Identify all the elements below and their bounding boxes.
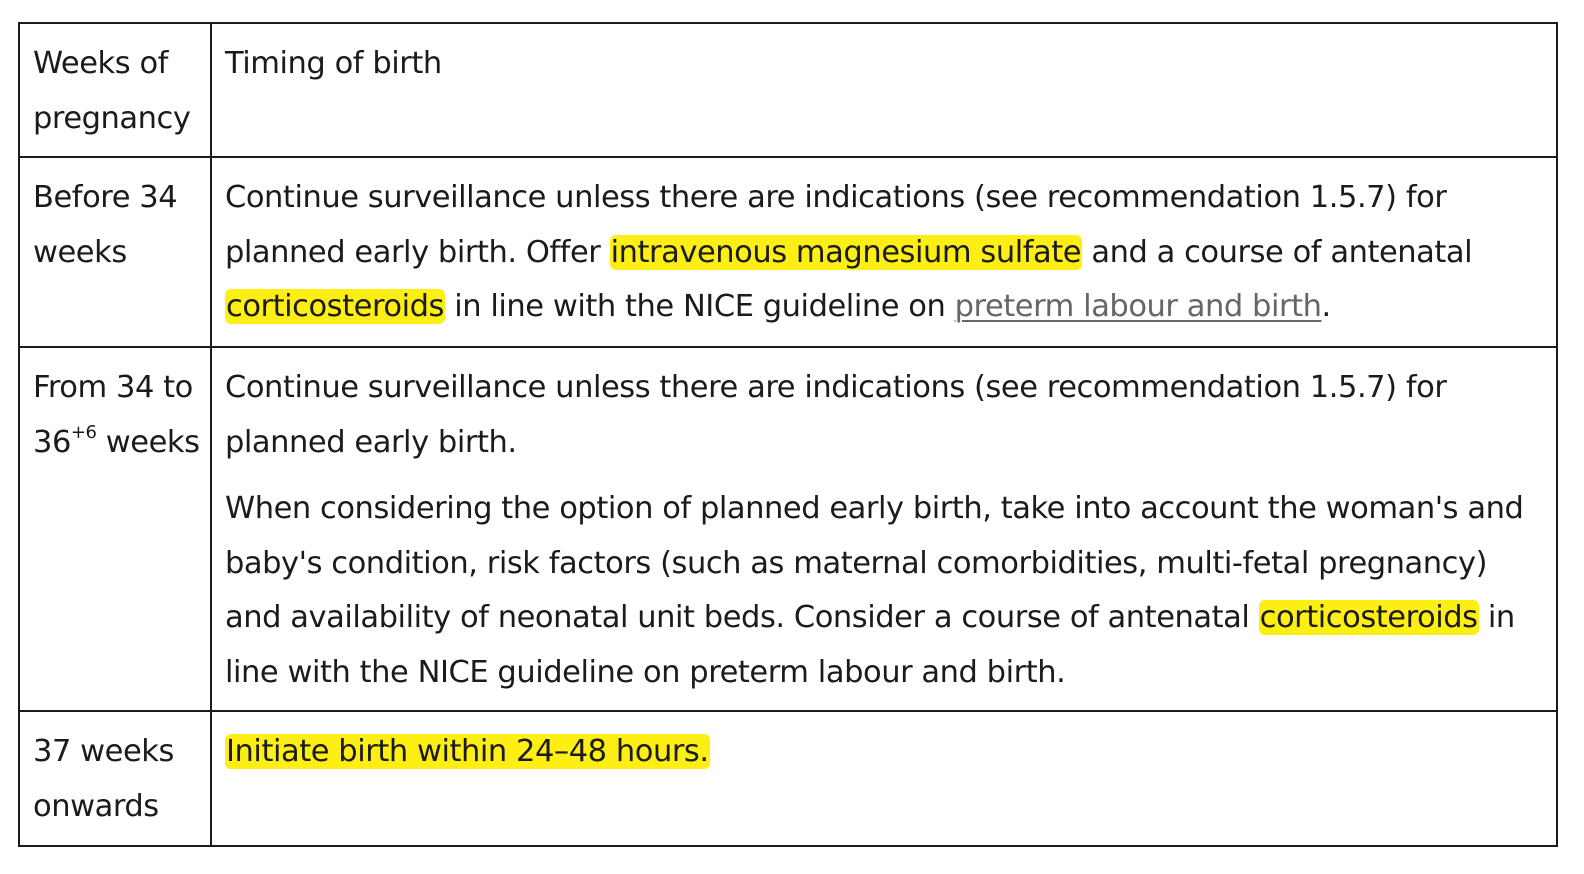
weeks-cell-34-to-36: From 34 to 36+6 weeks xyxy=(18,346,212,712)
weeks-superscript: +6 xyxy=(70,421,97,443)
highlight-corticosteroids: corticosteroids xyxy=(225,289,445,324)
table-header-row: Weeks of pregnancy Timing of birth xyxy=(18,22,1558,158)
timing-text: When considering the option of planned e… xyxy=(225,491,1524,635)
timing-cell-34-to-36: Continue surveillance unless there are i… xyxy=(210,346,1558,712)
weeks-text: From 34 to 36 xyxy=(33,370,193,460)
table-row: 37 weeks onwards Initiate birth within 2… xyxy=(18,710,1558,847)
highlight-corticosteroids: corticosteroids xyxy=(1258,600,1479,635)
weeks-cell-before-34: Before 34 weeks xyxy=(18,156,212,348)
weeks-text: weeks xyxy=(96,424,200,460)
header-weeks-of-pregnancy: Weeks of pregnancy xyxy=(18,22,212,158)
header-timing-of-birth: Timing of birth xyxy=(210,22,1558,158)
timing-text: Continue surveillance unless there are i… xyxy=(225,180,1447,270)
timing-cell-before-34: Continue surveillance unless there are i… xyxy=(210,156,1558,348)
timing-text: and a course of antenatal xyxy=(1082,234,1473,270)
table-row: From 34 to 36+6 weeks Continue surveilla… xyxy=(18,346,1558,712)
preterm-labour-link[interactable]: preterm labour and birth xyxy=(954,289,1322,324)
timing-text: in line with the NICE guideline on xyxy=(444,289,955,324)
timing-paragraph-2: When considering the option of planned e… xyxy=(225,482,1546,700)
highlight-magnesium-sulfate: intravenous magnesium sulfate xyxy=(609,234,1083,270)
weeks-cell-37-onwards: 37 weeks onwards xyxy=(18,710,212,847)
timing-text: . xyxy=(1321,289,1331,324)
timing-paragraph-1: Continue surveillance unless there are i… xyxy=(225,370,1447,460)
highlight-initiate-birth: Initiate birth within 24–48 hours. xyxy=(225,734,710,769)
timing-text: in line with the NICE guideline on prete… xyxy=(225,600,1515,690)
timing-of-birth-table: Weeks of pregnancy Timing of birth Befor… xyxy=(18,22,1558,847)
timing-cell-37-onwards: Initiate birth within 24–48 hours. xyxy=(210,710,1558,847)
table-row: Before 34 weeks Continue surveillance un… xyxy=(18,156,1558,348)
